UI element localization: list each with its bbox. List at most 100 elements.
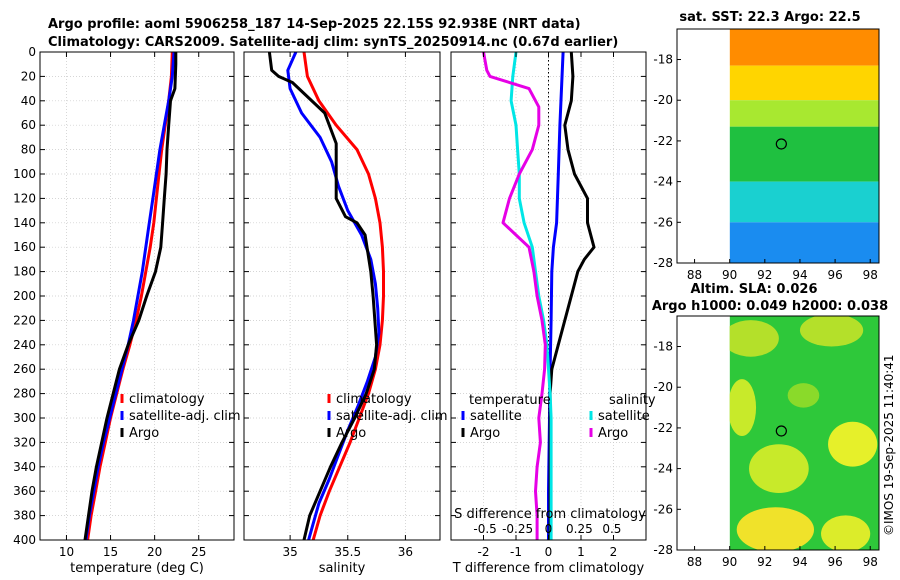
map-x-tick-label: 88 [687,268,702,282]
difference-panel: -2 -1 0 1 2 T difference from climatology temp… [450,51,656,576]
map-y-tick-label: -22 [653,134,673,148]
series-line-climatology [302,51,385,541]
y-tick-label: 0 [28,45,36,59]
x2-axis-label: S difference from climatology [454,507,646,522]
map-frame [676,315,880,551]
sla-map-title: Altim. SLA: 0.026 [691,282,818,297]
map-y-tick-label: -24 [653,462,673,476]
salinity-panel: 35 35.5 36 salinity climatology satellite-adj… [243,51,448,576]
sla-anomaly-blob [799,316,864,347]
y-tick-label: 240 [13,338,36,352]
sla-anomaly-blob [821,515,871,550]
y-tick-label: 280 [13,387,36,401]
x-tick-label: 10 [59,545,74,559]
map-x-tick-label: 96 [827,268,842,282]
argo-position-marker [775,425,787,437]
x-tick-label: 0 [545,545,553,559]
series-line-satellite-adj-clim [84,51,176,541]
map-field [729,29,879,263]
legend-label: Argo [598,426,628,441]
temperature-panel: 10 15 20 25 temperature (deg C) 0 20 40 60 80 100 1… [13,45,241,576]
map-x-tick-label: 94 [792,555,807,569]
y-tick-label: 260 [13,362,36,376]
sst-map: 88 90 92 94 96 98 -18 -20 -22 -24 -26 -28 sat. SST: … [653,10,880,282]
y-tick-label: 220 [13,313,36,327]
map-x-tick-label: 98 [863,555,878,569]
y-tick-label: 300 [13,411,36,425]
y-tick-label: 180 [13,265,36,279]
x-tick-label: -2 [478,545,490,559]
y-tick-label: 120 [13,191,36,205]
map-y-tick-label: -18 [653,53,673,67]
map-x-tick-label: 92 [757,555,772,569]
sla-anomaly-blob [749,444,809,494]
y-tick-label: 400 [13,533,36,547]
legend-title-salinity: salinity [609,393,656,408]
series-line-s-satellite [509,51,553,540]
legend-label: climatology [129,392,205,407]
x-tick-label: 35 [282,545,297,559]
series-line-argo [83,52,178,541]
map-y-tick-label: -22 [653,421,673,435]
legend-label: Argo [470,426,500,441]
sla-map-subtitle: Argo h1000: 0.049 h2000: 0.038 [652,299,888,314]
legend-label: satellite-adj. clim [129,409,241,424]
map-x-tick-label: 94 [792,268,807,282]
sst-band [729,126,879,182]
y-tick-label: 20 [21,69,36,83]
x2-tick-label: 0.5 [602,522,621,536]
figure-title-line-1: Argo profile: aoml 5906258_187 14-Sep-20… [48,17,581,32]
x-tick-label: 20 [147,545,162,559]
sst-band [729,29,879,66]
map-x-tick-label: 90 [722,268,737,282]
map-y-tick-label: -18 [653,340,673,354]
sla-anomaly-blob [828,421,878,467]
map-x-tick-label: 92 [757,268,772,282]
sla-anomaly-blob [736,507,814,550]
x2-tick-label: -0.25 [502,522,533,536]
imos-watermark: ©IMOS 19-Sep-2025 11:40:41 [882,354,896,536]
map-x-tick-label: 98 [863,268,878,282]
sst-band [729,222,879,263]
x-tick-label: 25 [191,545,206,559]
y-tick-label: 340 [13,460,36,474]
y-tick-label: 380 [13,509,36,523]
series-line-argo [267,51,379,541]
map-x-tick-label: 90 [722,555,737,569]
map-y-tick-label: -26 [653,215,673,229]
y-tick-label: 320 [13,435,36,449]
x2-tick-label: 0.25 [566,522,593,536]
sst-map-title: sat. SST: 22.3 Argo: 22.5 [679,10,860,25]
y-tick-label: 100 [13,167,36,181]
x-tick-label: 2 [610,545,618,559]
map-frame [676,28,880,264]
y-tick-label: 160 [13,240,36,254]
x-axis-label: temperature (deg C) [70,561,204,576]
y-tick-label: 60 [21,118,36,132]
map-y-tick-label: -28 [653,256,673,270]
legend-label: satellite-adj. clim [336,409,448,424]
map-y-tick-label: -20 [653,380,673,394]
map-y-tick-label: -24 [653,175,673,189]
plot-area [244,52,440,540]
map-y-tick-label: -28 [653,543,673,557]
x-tick-label: 36 [398,545,413,559]
x-tick-label: 1 [577,545,585,559]
y-tick-label: 360 [13,484,36,498]
x-axis-label: T difference from climatology [452,561,645,576]
series-line-s-argo [482,51,547,540]
sla-anomaly-blob [787,383,820,408]
legend-label: satellite [470,409,522,424]
y-tick-label: 80 [21,143,36,157]
x-tick-label: 15 [103,545,118,559]
argo-position-marker [775,138,787,150]
map-x-tick-label: 88 [687,555,702,569]
figure-title-line-2: Climatology: CARS2009. Satellite-adj cli… [48,35,618,50]
series-line-satellite-adj-clim [286,51,381,541]
sst-band [729,181,879,223]
x-axis-label: salinity [319,561,366,576]
map-x-tick-label: 96 [827,555,842,569]
x2-tick-label: 0 [545,522,553,536]
legend-label: Argo [129,426,159,441]
